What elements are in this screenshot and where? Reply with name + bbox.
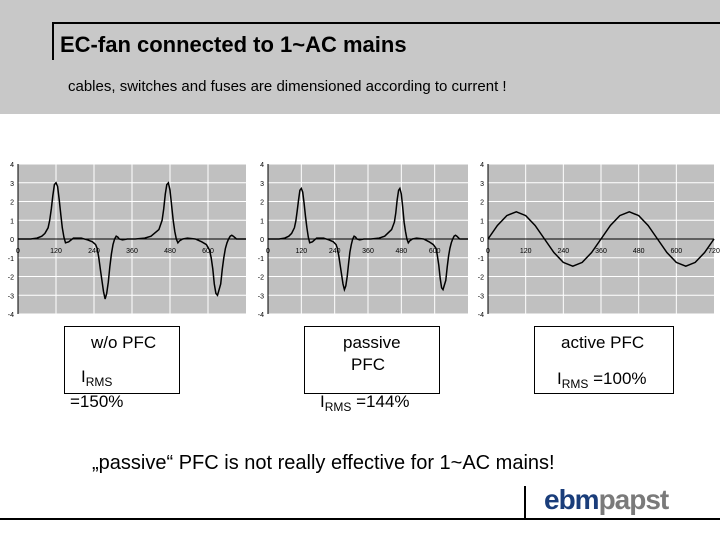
y-tick-label: -2 xyxy=(258,275,264,282)
irms-value: =144% xyxy=(351,392,410,411)
ebmpapst-logo: ebmpapst xyxy=(544,484,670,516)
y-tick-label: -1 xyxy=(8,256,14,263)
current-waveform-line xyxy=(18,181,246,300)
x-tick-label: 240 xyxy=(557,248,569,255)
x-tick-label: 240 xyxy=(88,248,100,255)
x-tick-label: 600 xyxy=(429,248,441,255)
label-wo-pfc-value: =150% xyxy=(70,392,124,411)
chart-wo-pfc: 4 3 2 1 0 -1 -2 -3 -4 0 120 240 360 480 600 xyxy=(0,158,252,320)
x-tick-label: 240 xyxy=(329,248,341,255)
y-tick-label: 4 xyxy=(10,162,14,169)
x-tick-label: 360 xyxy=(595,248,607,255)
x-tick-label: 0 xyxy=(486,248,490,255)
irms-symbol: I xyxy=(320,392,325,411)
y-tick-label: 1 xyxy=(260,218,264,225)
irms-subscript: RMS xyxy=(85,375,113,389)
header-rule xyxy=(52,22,720,24)
label-wo-pfc-irms: IRMS xyxy=(81,367,113,389)
y-tick-label: 2 xyxy=(10,200,14,207)
y-tick-label: 3 xyxy=(10,181,14,188)
x-tick-label: 0 xyxy=(266,248,270,255)
irms-symbol: I xyxy=(81,367,86,386)
x-tick-label: 0 xyxy=(16,248,20,255)
y-tick-label: 3 xyxy=(260,181,264,188)
irms-symbol: I xyxy=(557,369,562,388)
slide-subtitle: cables, switches and fuses are dimension… xyxy=(68,78,507,95)
label-active-irms: IRMS =100% xyxy=(557,369,647,391)
current-waveform-line xyxy=(268,186,468,293)
y-tick-label: 2 xyxy=(260,200,264,207)
logo-part-ebm: ebm xyxy=(544,484,600,515)
x-tick-label: 480 xyxy=(633,248,645,255)
slide-title: EC-fan connected to 1~AC mains xyxy=(60,32,407,57)
y-tick-label: -4 xyxy=(478,312,484,319)
y-tick-label: -2 xyxy=(478,275,484,282)
x-tick-label: 120 xyxy=(520,248,532,255)
current-waveform-line xyxy=(487,210,715,268)
y-tick-label: 1 xyxy=(480,218,484,225)
footer-divider xyxy=(524,486,526,520)
label-box-active-pfc: active PFC IRMS =100% xyxy=(534,326,674,394)
y-tick-label: 2 xyxy=(480,200,484,207)
x-tick-label: 120 xyxy=(50,248,62,255)
y-tick-label: -2 xyxy=(8,275,14,282)
label-box-wo-pfc: w/o PFC IRMS xyxy=(64,326,180,394)
irms-subscript: RMS xyxy=(324,400,352,414)
x-tick-label: 480 xyxy=(395,248,407,255)
y-tick-label: -4 xyxy=(258,312,264,319)
conclusion-note: „passive“ PFC is not really effective fo… xyxy=(92,452,555,474)
y-tick-label: 3 xyxy=(480,181,484,188)
x-tick-label: 600 xyxy=(202,248,214,255)
y-tick-label: 4 xyxy=(480,162,484,169)
irms-subscript: RMS xyxy=(561,377,589,391)
x-tick-label: 600 xyxy=(670,248,682,255)
x-tick-label: 360 xyxy=(126,248,138,255)
label-passive-title-1: passive xyxy=(343,333,401,352)
y-tick-label: -3 xyxy=(258,293,264,300)
label-box-passive-pfc: passive PFC xyxy=(304,326,440,394)
y-tick-label: 4 xyxy=(260,162,264,169)
footer-rule xyxy=(0,518,720,520)
header-band xyxy=(0,0,720,114)
y-tick-label: 0 xyxy=(480,237,484,244)
chart-active-pfc: 4 3 2 1 0 -1 -2 -3 -4 0 120 240 360 480 600 720 xyxy=(474,158,720,320)
y-tick-label: 1 xyxy=(10,218,14,225)
y-tick-label: -3 xyxy=(8,293,14,300)
label-active-title: active PFC xyxy=(561,333,645,352)
logo-part-papst: papst xyxy=(598,484,670,515)
x-tick-label: 360 xyxy=(362,248,374,255)
x-tick-label: 480 xyxy=(164,248,176,255)
y-tick-label: -3 xyxy=(478,293,484,300)
x-tick-label: 720 xyxy=(708,248,720,255)
y-tick-label: 0 xyxy=(10,237,14,244)
label-passive-title-2: PFC xyxy=(351,355,385,374)
y-tick-label: -1 xyxy=(478,256,484,263)
y-tick-label: -1 xyxy=(258,256,264,263)
chart-passive-pfc: 4 3 2 1 0 -1 -2 -3 -4 0 120 240 360 480 600 xyxy=(248,158,474,320)
y-tick-label: -4 xyxy=(8,312,14,319)
y-tick-label: 0 xyxy=(260,237,264,244)
irms-value: =100% xyxy=(588,369,647,388)
header-accent-bar xyxy=(52,22,54,60)
label-passive-irms: IRMS =144% xyxy=(320,392,410,414)
label-wo-pfc-title: w/o PFC xyxy=(91,333,157,352)
x-tick-label: 120 xyxy=(295,248,307,255)
